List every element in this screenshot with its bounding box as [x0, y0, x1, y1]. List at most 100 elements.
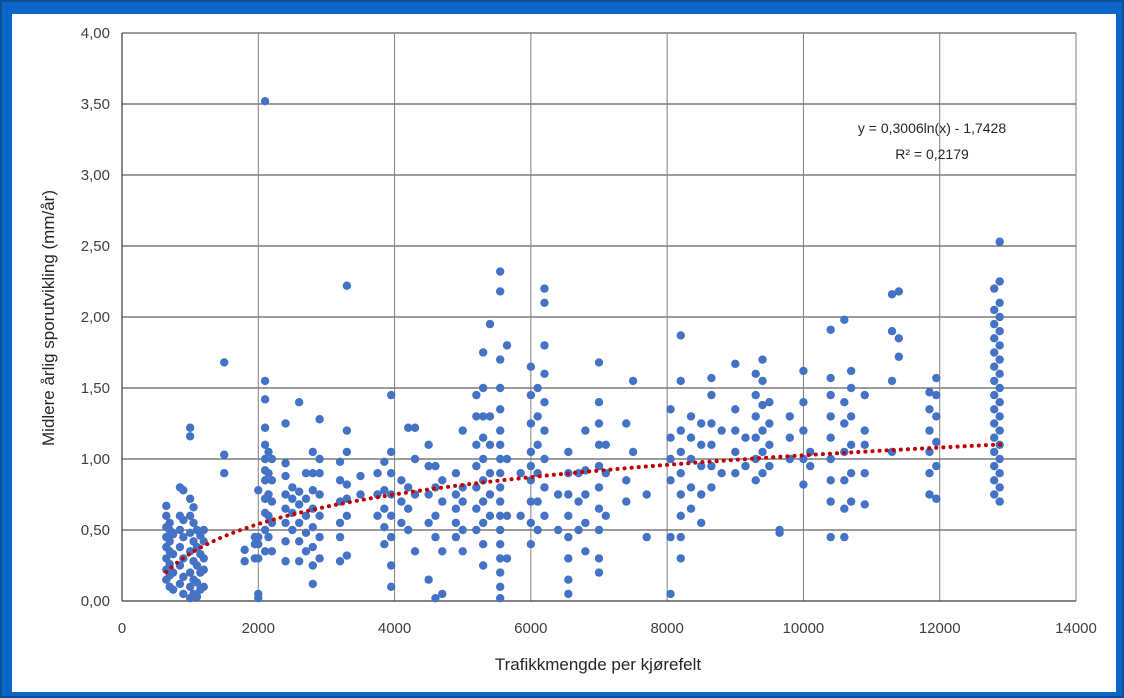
data-point: [199, 582, 208, 591]
data-point: [697, 461, 706, 471]
data-point: [485, 412, 495, 421]
data-point: [686, 433, 696, 442]
data-point: [581, 426, 590, 435]
data-point: [478, 412, 488, 421]
data-point: [281, 504, 290, 513]
data-point: [386, 511, 396, 520]
x-tick-label: 12000: [919, 620, 961, 637]
data-point: [995, 497, 1004, 506]
data-point: [495, 582, 505, 591]
data-point: [335, 557, 345, 566]
data-point: [765, 398, 774, 407]
data-point: [386, 469, 396, 478]
data-point: [799, 480, 808, 489]
data-point: [676, 376, 685, 386]
data-point: [199, 565, 208, 574]
data-point: [990, 376, 999, 386]
data-point: [533, 440, 542, 449]
data-point: [995, 412, 1004, 421]
data-point: [240, 545, 249, 555]
y-tick-label: 0,00: [81, 593, 110, 610]
data-point: [485, 511, 495, 520]
data-point: [438, 589, 447, 599]
data-point: [386, 447, 396, 457]
data-point: [192, 592, 202, 601]
data-point: [932, 373, 941, 383]
data-point: [431, 511, 440, 520]
data-point: [478, 348, 488, 357]
data-point: [932, 494, 941, 503]
data-point: [540, 341, 549, 350]
data-point: [495, 440, 505, 449]
data-point: [495, 497, 505, 506]
data-point: [485, 440, 495, 449]
data-point: [581, 547, 590, 556]
data-point: [478, 540, 488, 549]
data-point: [846, 383, 856, 393]
data-point: [267, 547, 277, 556]
data-point: [686, 454, 696, 464]
data-point: [301, 469, 311, 478]
data-point: [175, 542, 185, 552]
data-point: [294, 518, 304, 528]
data-point: [185, 432, 195, 441]
data-point: [254, 532, 263, 542]
data-point: [594, 398, 604, 407]
data-point: [533, 525, 542, 535]
data-point: [162, 511, 171, 520]
data-point: [478, 433, 488, 442]
data-point: [526, 362, 536, 371]
y-tick-label: 3,00: [81, 167, 110, 184]
data-point: [260, 440, 270, 449]
data-point: [315, 415, 324, 424]
data-point: [594, 358, 604, 367]
data-point: [192, 561, 202, 570]
data-point: [342, 447, 352, 457]
data-point: [666, 476, 675, 485]
data-point: [731, 469, 740, 478]
data-point: [356, 471, 365, 481]
data-point: [458, 525, 467, 535]
data-point: [189, 518, 198, 528]
data-point: [666, 532, 675, 542]
data-point: [301, 528, 311, 538]
data-point: [594, 461, 604, 471]
data-point: [564, 447, 573, 457]
data-point: [472, 525, 481, 535]
data-point: [185, 494, 195, 503]
data-point: [373, 469, 382, 478]
data-point: [308, 522, 317, 532]
data-point: [451, 518, 461, 528]
data-point: [990, 447, 999, 457]
data-point: [697, 490, 706, 499]
data-point: [342, 511, 352, 520]
data-point: [264, 532, 273, 542]
data-point: [308, 561, 317, 570]
data-point: [697, 440, 706, 449]
data-point: [765, 440, 774, 449]
data-point: [860, 469, 869, 478]
data-point: [676, 490, 685, 499]
data-point: [741, 461, 750, 471]
data-point: [315, 511, 324, 520]
data-point: [431, 532, 440, 542]
data-point: [526, 447, 536, 457]
data-point: [264, 447, 273, 457]
data-point: [424, 518, 433, 528]
data-point: [526, 419, 536, 428]
y-tick-label: 4,00: [81, 25, 110, 42]
data-point: [731, 359, 740, 369]
data-point: [386, 390, 396, 400]
data-point: [301, 494, 311, 503]
data-point: [254, 540, 263, 549]
data-point: [995, 469, 1004, 478]
data-point: [451, 490, 461, 499]
data-point: [846, 412, 856, 421]
data-point: [758, 400, 767, 410]
y-tick-label: 0,50: [81, 522, 110, 539]
trendline-equation: y = 0,3006ln(x) - 1,7428: [858, 120, 1006, 136]
data-point: [294, 398, 304, 407]
data-point: [431, 461, 440, 471]
data-point: [564, 490, 573, 499]
data-point: [860, 390, 869, 400]
